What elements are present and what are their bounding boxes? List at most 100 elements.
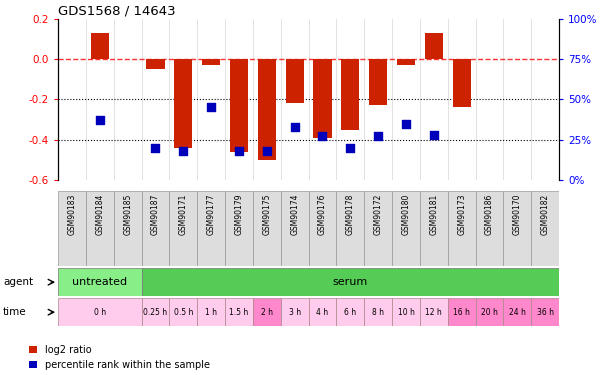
Point (401, 121, 411, 127)
Bar (503, 298, 531, 326)
Bar (475, 191, 503, 266)
Bar (313, 59, 332, 138)
Text: 8 h: 8 h (372, 308, 384, 316)
Text: GDS1568 / 14643: GDS1568 / 14643 (58, 4, 176, 18)
Bar (531, 191, 559, 266)
Point (234, 148, 244, 154)
Bar (309, 191, 337, 266)
Bar (369, 59, 387, 105)
Text: agent: agent (3, 277, 33, 287)
Text: 10 h: 10 h (398, 308, 414, 316)
Text: 36 h: 36 h (536, 308, 554, 316)
Bar (392, 298, 420, 326)
Bar (142, 191, 169, 266)
Bar (280, 191, 309, 266)
Point (207, 104, 216, 110)
Bar (253, 191, 280, 266)
Bar (169, 191, 197, 266)
Text: time: time (3, 307, 27, 317)
Text: GSM90175: GSM90175 (262, 194, 271, 235)
Text: GSM90170: GSM90170 (513, 194, 522, 235)
Bar (392, 191, 420, 266)
Point (178, 148, 188, 154)
Bar (453, 59, 470, 107)
Text: GSM90178: GSM90178 (346, 194, 355, 235)
Bar (425, 33, 443, 59)
Text: 4 h: 4 h (316, 308, 329, 316)
Point (150, 145, 160, 151)
Text: 1.5 h: 1.5 h (229, 308, 249, 316)
Text: 6 h: 6 h (344, 308, 356, 316)
Point (262, 148, 272, 154)
Text: GSM90173: GSM90173 (457, 194, 466, 235)
Text: 24 h: 24 h (509, 308, 525, 316)
Text: GSM90183: GSM90183 (67, 194, 76, 235)
Text: serum: serum (332, 277, 368, 287)
Text: 0 h: 0 h (93, 308, 106, 316)
Text: GSM90181: GSM90181 (430, 194, 438, 235)
Text: GSM90177: GSM90177 (207, 194, 216, 235)
Bar (142, 298, 169, 326)
Text: 20 h: 20 h (481, 308, 498, 316)
Bar (147, 59, 164, 69)
Bar (197, 191, 225, 266)
Text: GSM90187: GSM90187 (151, 194, 160, 235)
Bar (337, 298, 364, 326)
Text: 0.25 h: 0.25 h (144, 308, 167, 316)
Text: GSM90179: GSM90179 (235, 194, 243, 235)
Text: GSM90171: GSM90171 (179, 194, 188, 235)
Bar (397, 59, 415, 65)
Bar (420, 298, 448, 326)
Bar (503, 191, 531, 266)
Bar (91, 33, 109, 59)
Bar (197, 298, 225, 326)
Bar (225, 191, 253, 266)
Text: GSM90186: GSM90186 (485, 194, 494, 235)
Text: GSM90184: GSM90184 (95, 194, 104, 235)
Text: 2 h: 2 h (261, 308, 273, 316)
Point (95, 117, 104, 123)
Bar (448, 191, 475, 266)
Bar (169, 298, 197, 326)
Bar (202, 59, 220, 65)
Text: GSM90172: GSM90172 (374, 194, 382, 235)
Bar (364, 298, 392, 326)
Text: GSM90182: GSM90182 (541, 194, 550, 235)
Text: 1 h: 1 h (205, 308, 217, 316)
Point (318, 134, 327, 140)
Bar (337, 191, 364, 266)
Text: 12 h: 12 h (425, 308, 442, 316)
Bar (280, 298, 309, 326)
Bar (114, 191, 142, 266)
Text: GSM90176: GSM90176 (318, 194, 327, 235)
Point (290, 124, 299, 130)
Text: untreated: untreated (72, 277, 127, 287)
Bar (420, 191, 448, 266)
Bar (258, 59, 276, 160)
Point (373, 134, 383, 140)
Bar (475, 298, 503, 326)
Bar (309, 298, 337, 326)
Point (429, 132, 439, 138)
Point (345, 145, 355, 151)
Bar (142, 268, 559, 296)
Text: 16 h: 16 h (453, 308, 470, 316)
Bar (285, 59, 304, 104)
Bar (531, 298, 559, 326)
Bar (225, 298, 253, 326)
Text: GSM90185: GSM90185 (123, 194, 132, 235)
Bar (253, 298, 280, 326)
Bar (174, 59, 192, 148)
Bar (58, 298, 142, 326)
Legend: log2 ratio, percentile rank within the sample: log2 ratio, percentile rank within the s… (29, 345, 210, 370)
Bar (342, 59, 359, 130)
Bar (58, 191, 86, 266)
Text: GSM90180: GSM90180 (401, 194, 411, 235)
Text: GSM90174: GSM90174 (290, 194, 299, 235)
Bar (448, 298, 475, 326)
Text: 0.5 h: 0.5 h (174, 308, 193, 316)
Bar (86, 191, 114, 266)
Bar (58, 268, 142, 296)
Bar (364, 191, 392, 266)
Text: 3 h: 3 h (288, 308, 301, 316)
